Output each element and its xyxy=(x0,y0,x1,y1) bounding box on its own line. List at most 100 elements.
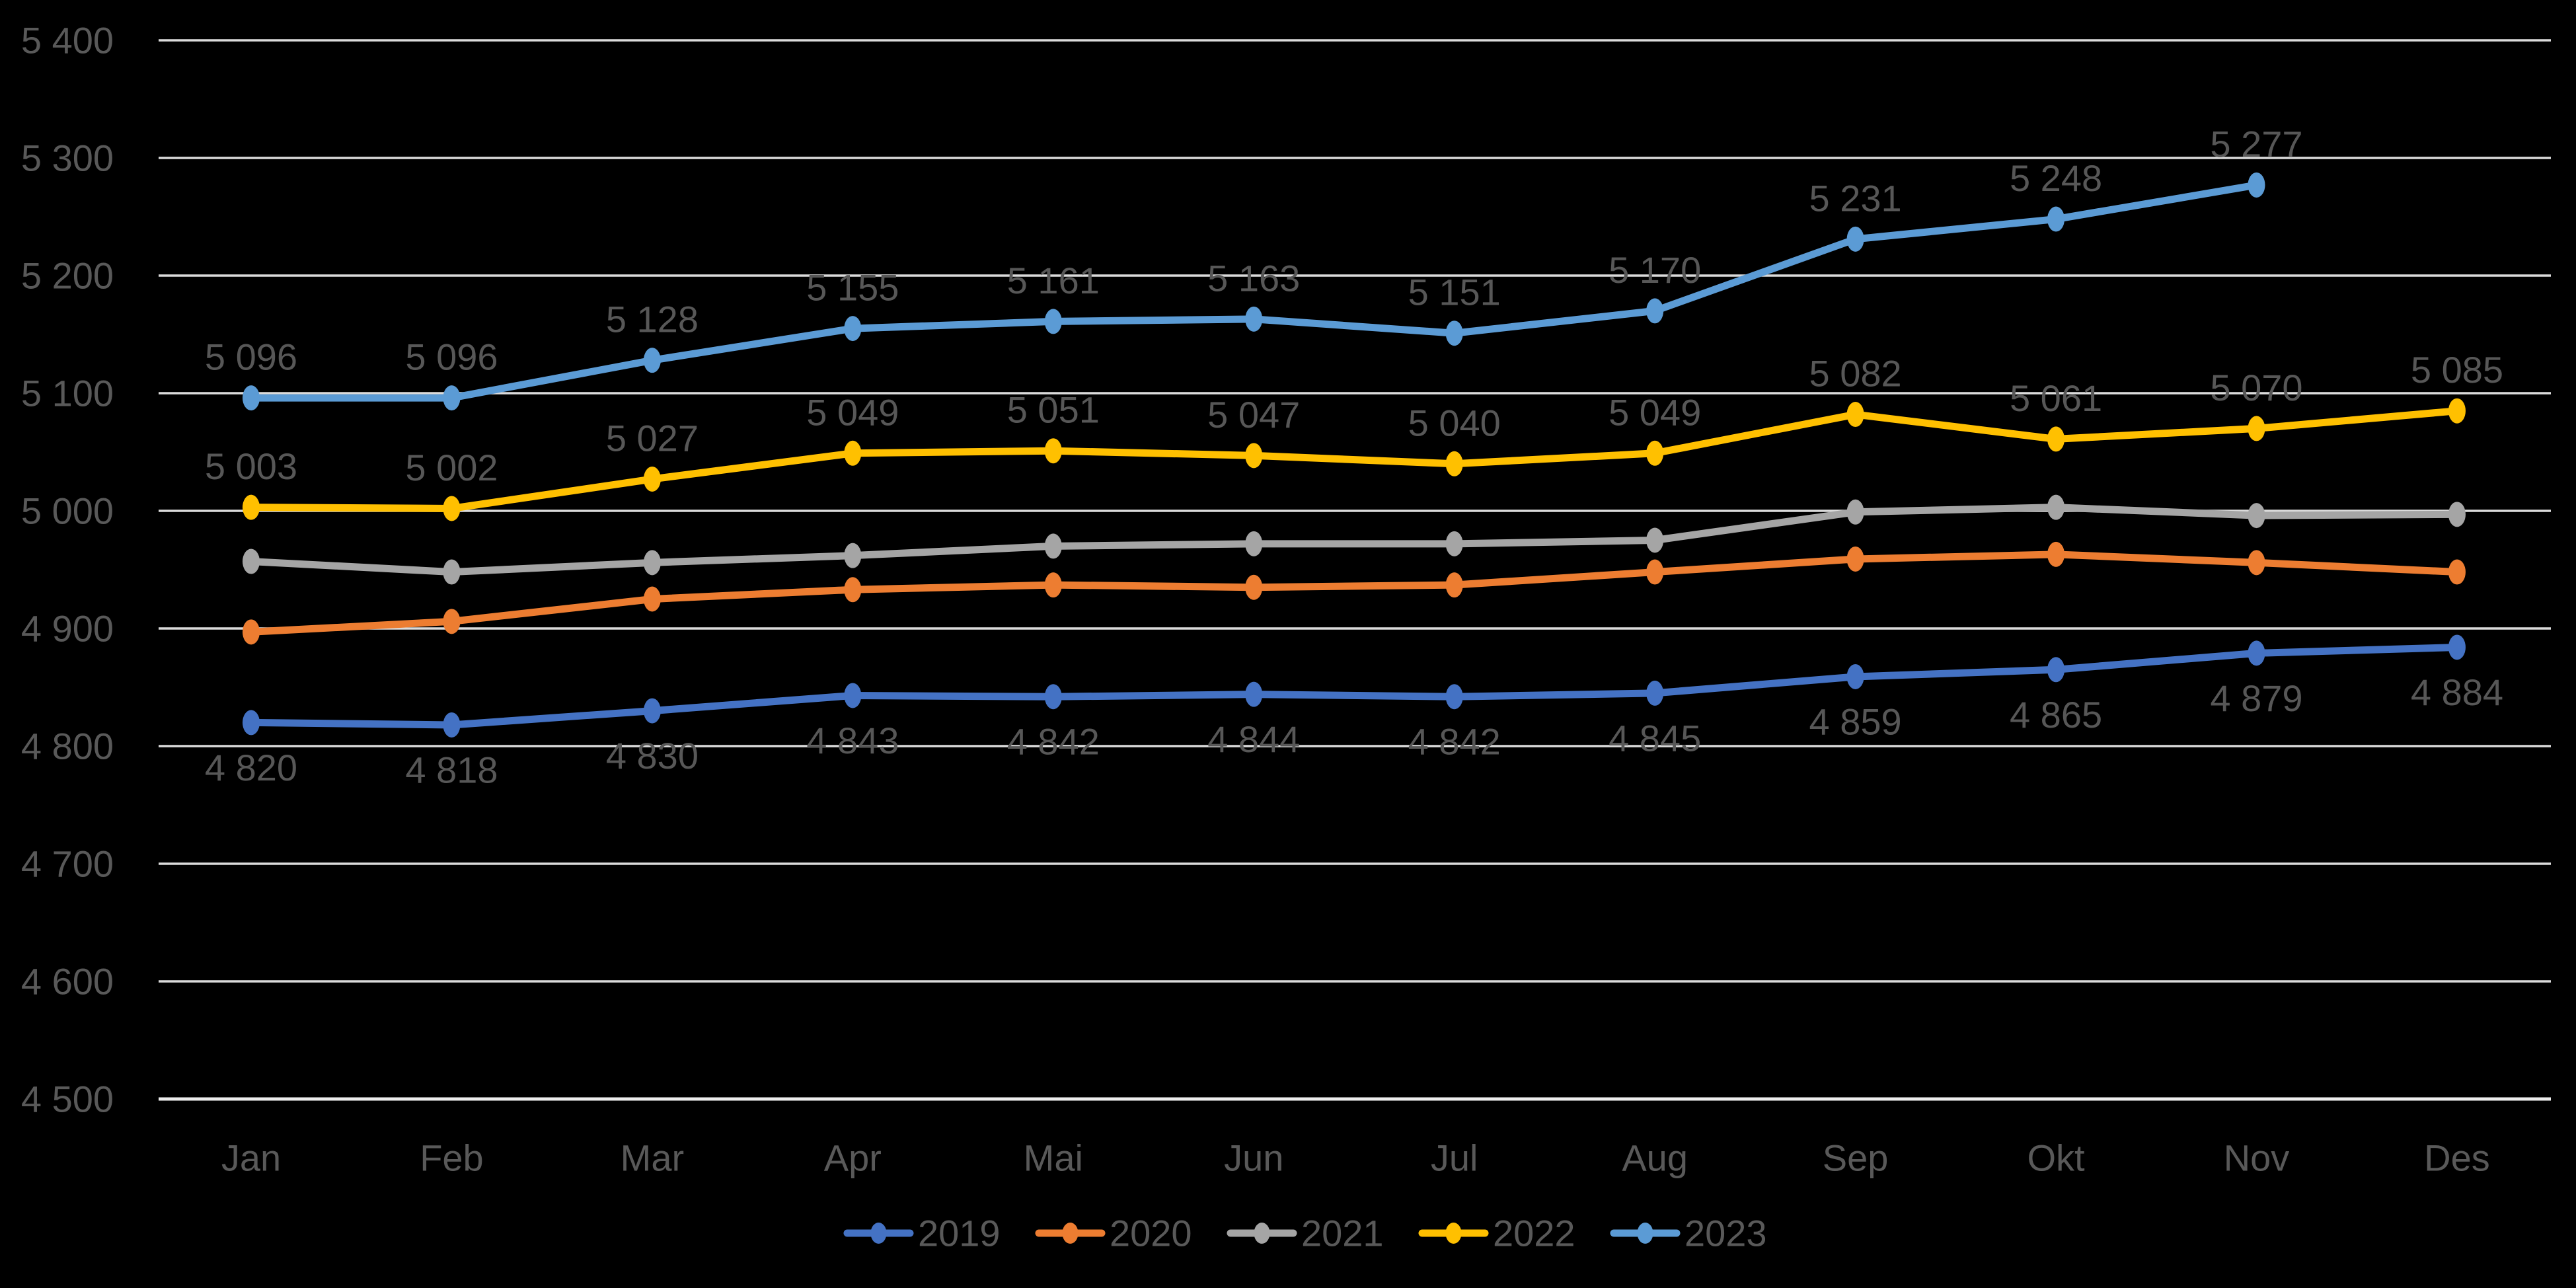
series-marker-2023 xyxy=(643,348,661,373)
y-axis-tick-label: 4 700 xyxy=(21,843,114,885)
legend-label-2021: 2021 xyxy=(1301,1213,1384,1254)
series-marker-2020 xyxy=(243,619,260,645)
data-label-2022: 5 003 xyxy=(205,445,297,487)
legend-item-2019: 2019 xyxy=(843,1213,1001,1254)
data-label-2023: 5 151 xyxy=(1408,272,1501,313)
y-axis-tick-label: 5 200 xyxy=(21,255,114,297)
series-marker-2022 xyxy=(1245,443,1263,469)
legend-marker-2020 xyxy=(1062,1223,1079,1244)
series-marker-2021 xyxy=(1445,531,1463,556)
series-marker-2021 xyxy=(1846,499,1864,525)
series-marker-2020 xyxy=(2248,550,2265,576)
legend-marker-2023 xyxy=(1637,1223,1653,1244)
data-label-2019: 4 844 xyxy=(1207,718,1300,760)
series-marker-2022 xyxy=(2248,416,2265,441)
data-label-2022: 5 049 xyxy=(1609,391,1701,433)
data-label-2019: 4 843 xyxy=(806,720,899,761)
data-label-2022: 5 085 xyxy=(2411,349,2503,391)
data-label-2023: 5 155 xyxy=(806,267,899,309)
series-marker-2019 xyxy=(1846,663,1864,689)
data-label-2019: 4 842 xyxy=(1007,721,1100,763)
series-marker-2022 xyxy=(643,466,661,492)
series-marker-2020 xyxy=(1846,546,1864,572)
legend-label-2022: 2022 xyxy=(1493,1213,1575,1254)
y-axis-tick-label: 4 900 xyxy=(21,608,114,650)
data-label-2022: 5 070 xyxy=(2210,367,2302,408)
data-labels-group: 4 820 4 818 4 830 4 843 4 842 4 844 4 842 4 845… xyxy=(205,123,2503,790)
data-label-2022: 5 002 xyxy=(405,447,498,488)
series-marker-2023 xyxy=(1044,309,1062,334)
data-label-2019: 4 879 xyxy=(2210,677,2302,719)
series-marker-2019 xyxy=(243,710,260,736)
data-label-2023: 5 096 xyxy=(405,336,498,378)
series-marker-2019 xyxy=(1646,680,1664,706)
legend-item-2020: 2020 xyxy=(1035,1213,1192,1254)
series-marker-2022 xyxy=(243,494,260,520)
series-marker-2023 xyxy=(2248,172,2265,198)
y-axis-tick-label: 5 000 xyxy=(21,490,114,532)
series-marker-2022 xyxy=(844,440,862,466)
series-marker-2021 xyxy=(2047,494,2065,520)
data-label-2023: 5 170 xyxy=(1609,249,1701,291)
series-marker-2019 xyxy=(2248,640,2265,666)
y-axis-tick-label: 5 100 xyxy=(21,373,114,414)
series-line-2022 xyxy=(247,407,2461,512)
y-axis-tick-label: 4 800 xyxy=(21,726,114,767)
x-axis-tick-label: Des xyxy=(2424,1137,2490,1179)
series-marker-2021 xyxy=(2248,503,2265,529)
x-axis-tick-label: Jun xyxy=(1224,1137,1283,1179)
data-label-2019: 4 859 xyxy=(1809,701,1902,742)
legend-label-2019: 2019 xyxy=(918,1213,1001,1254)
series-marker-2019 xyxy=(443,712,461,738)
x-axis-tick-label: Sep xyxy=(1823,1137,1889,1179)
series-marker-2022 xyxy=(1044,438,1062,464)
x-axis-tick-label: Apr xyxy=(824,1137,882,1179)
x-axis-tick-label: Okt xyxy=(2027,1137,2085,1179)
series-marker-2022 xyxy=(2448,398,2466,424)
data-label-2019: 4 845 xyxy=(1609,717,1701,759)
series-marker-2023 xyxy=(844,316,862,342)
legend-label-2020: 2020 xyxy=(1110,1213,1192,1254)
data-label-2023: 5 277 xyxy=(2210,123,2302,165)
data-label-2023: 5 248 xyxy=(2010,157,2102,199)
series-marker-2022 xyxy=(443,496,461,521)
x-axis-tick-label: Nov xyxy=(2224,1137,2290,1179)
series-marker-2021 xyxy=(243,549,260,574)
x-axis-tick-label: Jan xyxy=(221,1137,281,1179)
data-label-2022: 5 061 xyxy=(2010,377,2102,419)
y-axis-tick-label: 4 500 xyxy=(21,1079,114,1120)
series-marker-2019 xyxy=(643,698,661,724)
data-label-2023: 5 163 xyxy=(1207,257,1300,299)
legend-item-2021: 2021 xyxy=(1227,1213,1384,1254)
data-label-2022: 5 027 xyxy=(606,417,699,459)
legend-item-2023: 2023 xyxy=(1610,1213,1767,1254)
legend-label-2023: 2023 xyxy=(1685,1213,1767,1254)
series-marker-2019 xyxy=(1245,681,1263,707)
series-marker-2020 xyxy=(1044,572,1062,598)
series-marker-2020 xyxy=(443,609,461,634)
series-marker-2021 xyxy=(1245,531,1263,556)
legend-group: 2019 2020 2021 2022 2023 xyxy=(843,1213,1767,1254)
x-axis-tick-label: Mai xyxy=(1024,1137,1083,1179)
series-marker-2019 xyxy=(2047,657,2065,683)
data-label-2022: 5 040 xyxy=(1408,402,1501,443)
x-axis-tick-label: Feb xyxy=(420,1137,484,1179)
series-marker-2020 xyxy=(1445,572,1463,598)
x-axis-tick-label: Jul xyxy=(1431,1137,1478,1179)
gridlines-group xyxy=(159,39,2551,1101)
legend-marker-2022 xyxy=(1445,1223,1462,1244)
data-label-2019: 4 830 xyxy=(606,735,699,777)
data-label-2019: 4 820 xyxy=(205,747,297,788)
series-marker-2021 xyxy=(2448,502,2466,527)
data-label-2023: 5 161 xyxy=(1007,260,1100,301)
series-marker-2022 xyxy=(1445,451,1463,476)
legend-marker-2019 xyxy=(870,1223,887,1244)
data-label-2023: 5 096 xyxy=(205,336,297,378)
y-axis-tick-label: 4 600 xyxy=(21,961,114,1003)
series-marker-2021 xyxy=(1646,527,1664,553)
series-marker-2020 xyxy=(844,577,862,603)
x-axis-labels-group: Jan Feb Mar Apr Mai Jun Jul Aug Sep Okt Nov Des xyxy=(221,1137,2490,1179)
